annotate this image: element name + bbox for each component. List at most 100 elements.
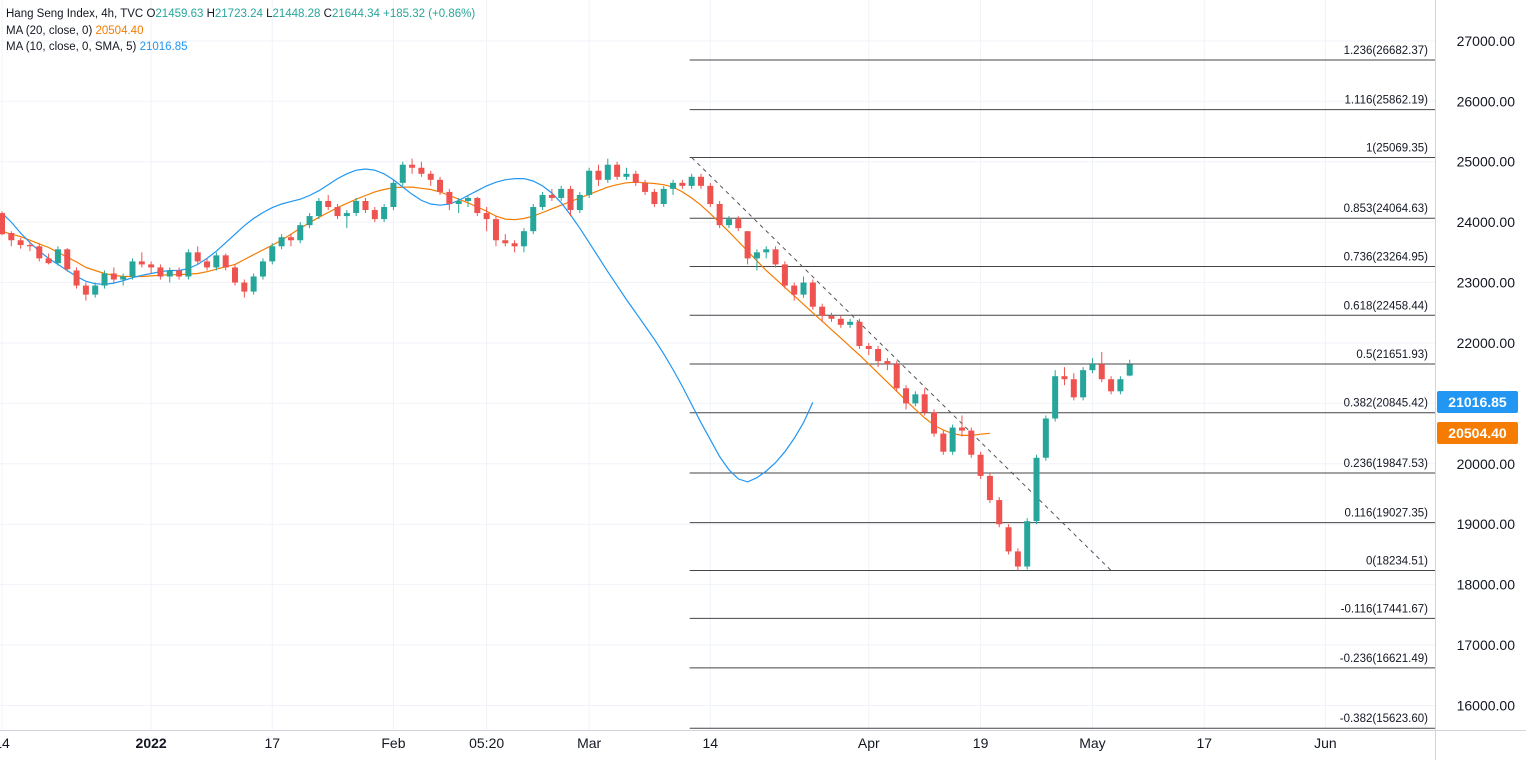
candle-body — [269, 246, 276, 262]
candle-body — [0, 213, 5, 235]
ma10-legend-row[interactable]: MA (10, close, 0, SMA, 5) 21016.85 — [6, 39, 475, 56]
candle — [437, 176, 444, 195]
candle — [800, 276, 807, 298]
candle — [36, 243, 43, 262]
candle-body — [912, 394, 919, 404]
y-tick-label: 23000.00 — [1457, 275, 1516, 291]
candle — [269, 243, 276, 265]
ma10-value: 21016.85 — [139, 41, 188, 53]
candle — [455, 197, 462, 214]
candle-body — [353, 200, 360, 214]
candle — [492, 216, 499, 247]
y-tick-label: 20000.00 — [1457, 456, 1516, 472]
candle — [465, 194, 471, 208]
candle — [1070, 373, 1077, 401]
candle — [511, 240, 518, 253]
candle — [418, 161, 425, 177]
y-tick-label: 17000.00 — [1457, 637, 1516, 653]
candle — [101, 270, 108, 289]
candle-body — [893, 364, 900, 389]
candle-body — [1070, 379, 1077, 398]
candle-body — [1098, 364, 1105, 380]
candle-body — [166, 270, 173, 277]
x-tick-label: Apr — [858, 735, 880, 751]
fibonacci-extension[interactable]: 1.236(26682.37) 1.116(25862.19) 1(25069.35… — [689, 45, 1435, 729]
candle — [567, 185, 574, 217]
fib-level-label: -0.116(17441.67) — [1341, 603, 1429, 615]
candle — [353, 197, 360, 217]
ma10-path — [1, 168, 814, 483]
candle-body — [492, 219, 499, 241]
candle — [222, 253, 229, 271]
candle — [148, 261, 155, 274]
candle — [409, 158, 416, 174]
candle-body — [716, 203, 723, 226]
candle — [875, 345, 882, 368]
candle-body — [632, 173, 639, 183]
candle — [772, 246, 779, 268]
x-tick-label: 17 — [1196, 735, 1212, 751]
x-tick-label: 05:20 — [469, 735, 504, 751]
candle — [660, 185, 667, 208]
fib-level-label: 0.116(19027.35) — [1344, 508, 1428, 520]
fib-level-label: 0.5(21651.93) — [1356, 349, 1428, 361]
candle-body — [381, 207, 388, 220]
candle-body — [241, 282, 248, 292]
candle — [1126, 359, 1133, 377]
candle-body — [325, 200, 332, 208]
candle — [82, 282, 89, 301]
candle — [921, 388, 928, 416]
candle — [996, 497, 1003, 528]
candle — [893, 361, 900, 392]
candle-body — [399, 164, 406, 183]
candle — [903, 385, 910, 410]
candle-body — [1033, 457, 1040, 522]
x-tick-label: 14 — [703, 735, 719, 751]
ma10-line[interactable] — [1, 168, 814, 483]
candle-body — [138, 261, 145, 265]
ma20-legend-row[interactable]: MA (20, close, 0) 20504.40 — [6, 23, 475, 40]
candle-body — [586, 170, 593, 195]
candle — [744, 231, 751, 265]
candle — [259, 258, 266, 280]
candle-body — [809, 282, 816, 307]
candle — [1061, 367, 1068, 386]
candle-body — [791, 285, 798, 295]
candle-body — [1089, 364, 1096, 371]
candle-body — [707, 185, 714, 204]
candle — [698, 173, 704, 189]
candle-body — [753, 252, 760, 259]
candle-body — [884, 361, 891, 365]
candle — [502, 234, 509, 247]
y-tick-label: 22000.00 — [1457, 335, 1516, 351]
candle — [539, 191, 546, 211]
candle — [194, 246, 201, 265]
candle — [73, 267, 80, 289]
candle-body — [698, 176, 704, 186]
candle — [716, 200, 723, 229]
candle-body — [334, 207, 341, 217]
candle-body — [148, 264, 155, 268]
candle — [483, 207, 490, 232]
candle-body — [129, 261, 136, 277]
chart-legend: Hang Seng Index, 4h, TVC O21459.63 H2172… — [6, 6, 475, 56]
candle — [595, 164, 602, 186]
candle-body — [1117, 379, 1124, 392]
candle-body — [679, 182, 686, 186]
candle-body — [371, 210, 378, 220]
candle — [931, 409, 937, 437]
candle — [865, 342, 872, 356]
grid-layer — [0, 0, 1435, 730]
candle — [54, 246, 61, 266]
candle — [986, 472, 993, 504]
candle — [213, 252, 220, 271]
fib-level-label: 1.236(26682.37) — [1344, 45, 1429, 57]
candle-body — [297, 225, 304, 241]
y-tick-label: 19000.00 — [1457, 516, 1516, 532]
symbol-title[interactable]: Hang Seng Index, 4h, TVC — [6, 8, 144, 20]
x-tick-label: 19 — [973, 735, 989, 751]
fib-level-label: 0.853(24064.63) — [1344, 203, 1429, 215]
candle — [92, 282, 99, 298]
